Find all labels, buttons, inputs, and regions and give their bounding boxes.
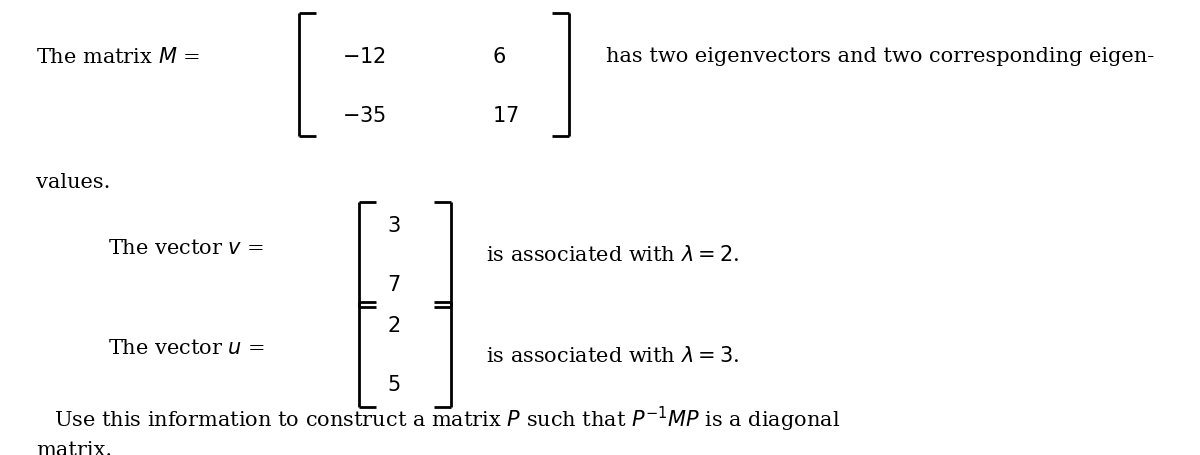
Text: $2$: $2$ bbox=[388, 315, 400, 335]
Text: $6$: $6$ bbox=[492, 47, 506, 67]
Text: is associated with $\lambda = 3$.: is associated with $\lambda = 3$. bbox=[486, 345, 739, 365]
Text: The matrix $M$ =: The matrix $M$ = bbox=[36, 47, 200, 67]
Text: The vector $v$ =: The vector $v$ = bbox=[108, 238, 264, 258]
Text: $5$: $5$ bbox=[386, 374, 401, 394]
Text: $-12$: $-12$ bbox=[342, 47, 386, 67]
Text: The vector $u$ =: The vector $u$ = bbox=[108, 339, 265, 358]
Text: values.: values. bbox=[36, 172, 110, 192]
Text: $3$: $3$ bbox=[386, 215, 401, 235]
Text: has two eigenvectors and two corresponding eigen-: has two eigenvectors and two correspondi… bbox=[606, 47, 1154, 66]
Text: Use this information to construct a matrix $P$ such that $P^{-1}MP$ is a diagona: Use this information to construct a matr… bbox=[54, 404, 840, 433]
Text: $17$: $17$ bbox=[492, 106, 518, 126]
Text: $-35$: $-35$ bbox=[342, 106, 386, 126]
Text: is associated with $\lambda = 2$.: is associated with $\lambda = 2$. bbox=[486, 245, 739, 265]
Text: $7$: $7$ bbox=[386, 274, 401, 294]
Text: matrix.: matrix. bbox=[36, 440, 112, 455]
